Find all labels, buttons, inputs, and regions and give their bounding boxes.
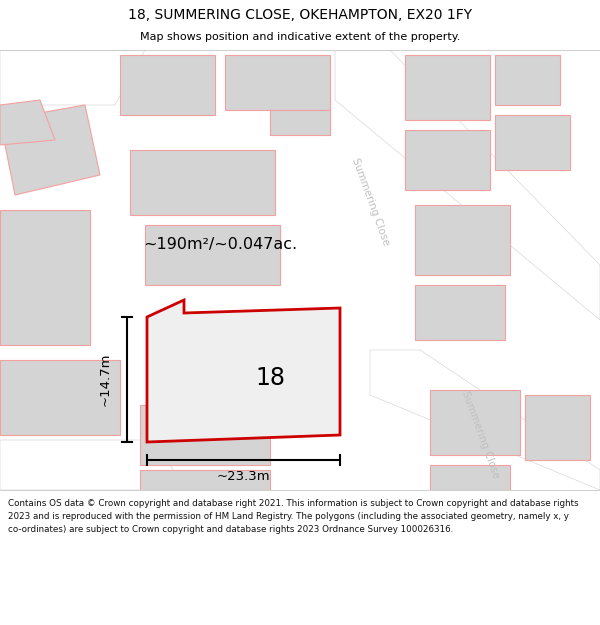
Polygon shape	[335, 50, 600, 320]
Text: Summering Close: Summering Close	[460, 390, 500, 480]
Text: ~14.7m: ~14.7m	[98, 352, 112, 406]
Polygon shape	[145, 225, 280, 285]
Polygon shape	[120, 55, 215, 115]
Polygon shape	[140, 470, 270, 490]
Polygon shape	[430, 390, 520, 455]
Polygon shape	[140, 405, 270, 465]
Text: Map shows position and indicative extent of the property.: Map shows position and indicative extent…	[140, 32, 460, 43]
Polygon shape	[0, 360, 120, 435]
Polygon shape	[0, 440, 185, 490]
Polygon shape	[225, 55, 330, 110]
Polygon shape	[147, 300, 340, 442]
Polygon shape	[0, 100, 55, 145]
Polygon shape	[495, 115, 570, 170]
Polygon shape	[0, 105, 100, 195]
Polygon shape	[405, 55, 490, 120]
Text: 18, SUMMERING CLOSE, OKEHAMPTON, EX20 1FY: 18, SUMMERING CLOSE, OKEHAMPTON, EX20 1F…	[128, 8, 472, 22]
Polygon shape	[270, 110, 330, 135]
Polygon shape	[525, 395, 590, 460]
Polygon shape	[415, 285, 505, 340]
Text: ~190m²/~0.047ac.: ~190m²/~0.047ac.	[143, 238, 297, 252]
Text: Contains OS data © Crown copyright and database right 2021. This information is : Contains OS data © Crown copyright and d…	[8, 499, 578, 534]
Text: ~23.3m: ~23.3m	[217, 471, 271, 484]
Polygon shape	[405, 130, 490, 190]
Text: Summering Close: Summering Close	[350, 157, 391, 247]
Text: 18: 18	[255, 366, 285, 390]
Polygon shape	[495, 55, 560, 105]
Polygon shape	[0, 210, 90, 345]
Polygon shape	[430, 465, 510, 490]
Polygon shape	[415, 205, 510, 275]
Polygon shape	[0, 50, 145, 105]
Polygon shape	[370, 350, 600, 490]
Polygon shape	[130, 150, 275, 215]
